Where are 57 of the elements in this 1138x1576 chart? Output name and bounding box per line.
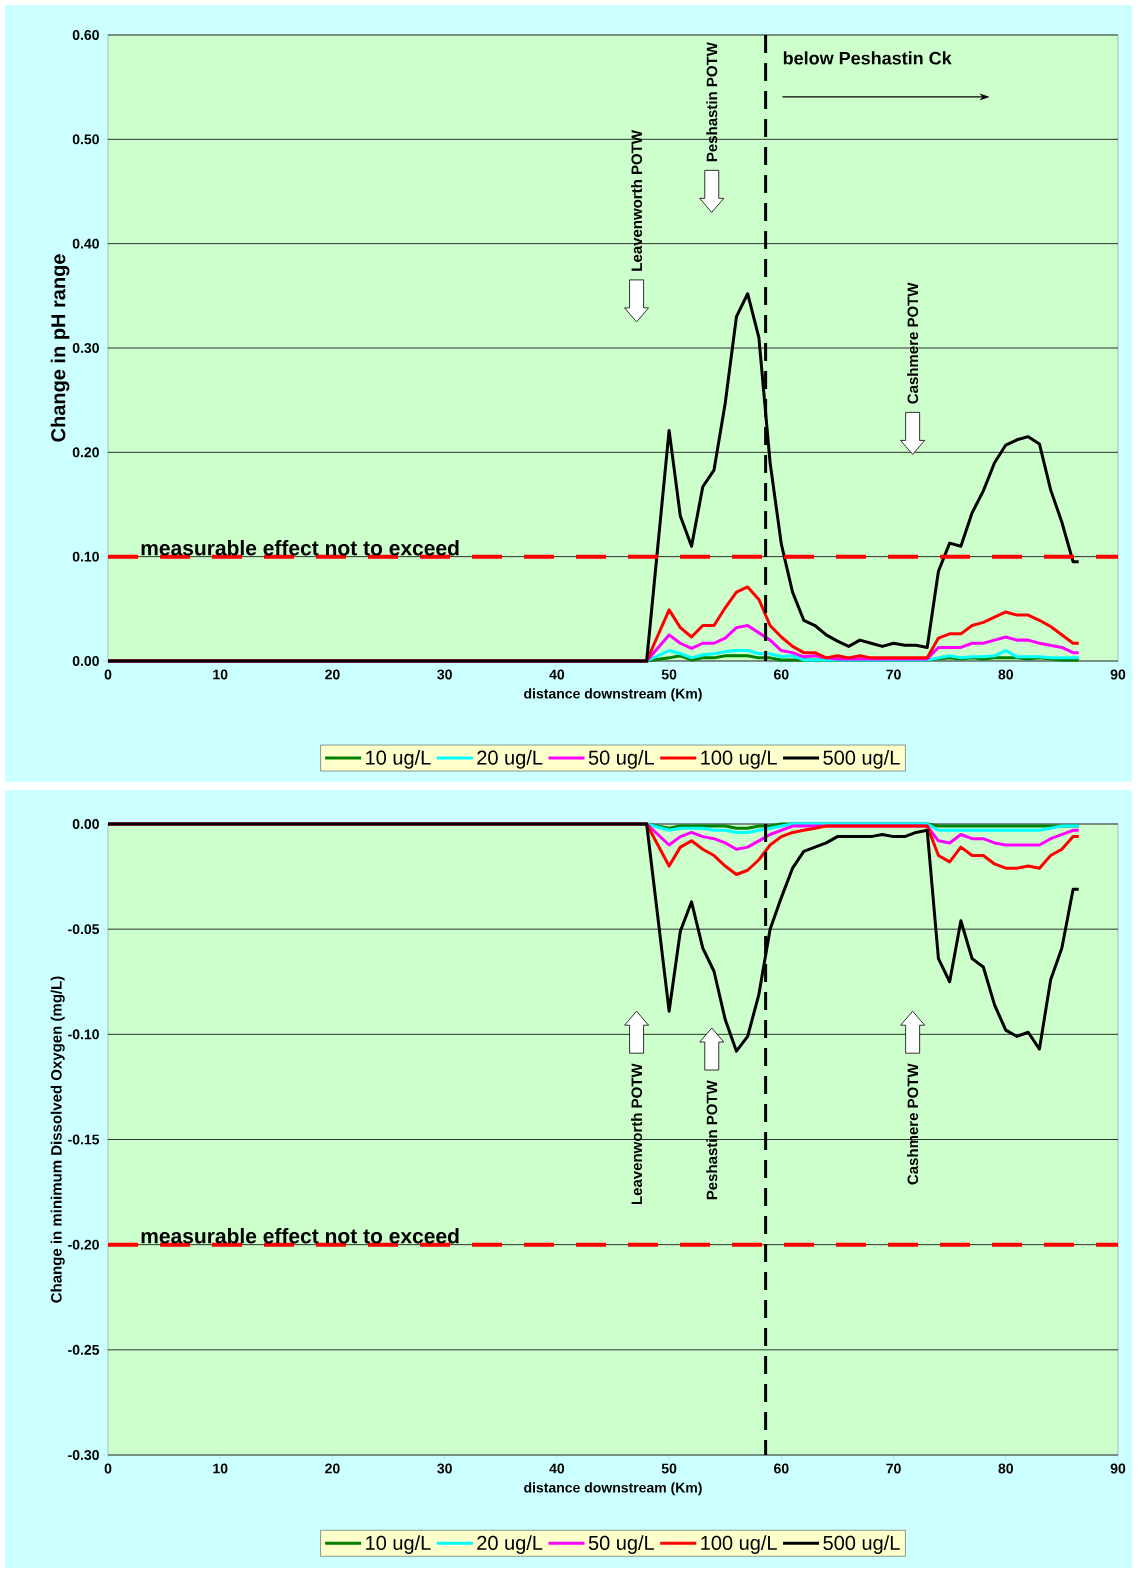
legend-label: 50 ug/L [588, 750, 655, 769]
y-tick-label: 0.60 [72, 30, 99, 40]
legend-label: 500 ug/L [823, 750, 900, 769]
y-tick-label: 0.40 [72, 238, 99, 249]
legend-label: 100 ug/L [701, 750, 777, 769]
x-tick-label: 40 [549, 669, 565, 680]
x-tick-label: 90 [1110, 669, 1126, 680]
y-tick-label: -0.25 [68, 1344, 100, 1355]
x-tick-label: 80 [998, 669, 1013, 680]
x-tick-label: 70 [886, 669, 901, 680]
x-axis-title: distance downstream (Km) [524, 1482, 702, 1496]
x-tick-label: 10 [213, 1463, 228, 1474]
y-axis-title: Change in pH range [50, 254, 70, 442]
annotation: Leavenworth POTW [631, 1063, 643, 1205]
x-axis-title: distance downstream (Km) [524, 688, 702, 702]
annotation: below Peshastin Ck [783, 51, 952, 65]
y-axis-title: Change in minimum Dissolved Oxygen (mg/L) [50, 976, 65, 1303]
x-tick-label: 30 [437, 1463, 452, 1474]
legend-label: 20 ug/L [477, 750, 543, 769]
x-tick-label: 90 [1110, 1463, 1126, 1474]
ref-line-label: measurable effect not to exceed [141, 1228, 459, 1244]
x-tick-label: 0 [104, 669, 112, 680]
y-tick-label: 0.00 [72, 819, 99, 829]
legend-label: 10 ug/L [366, 750, 431, 769]
x-tick-label: 80 [998, 1463, 1013, 1474]
legend-label: 500 ug/L [823, 1535, 900, 1554]
x-tick-label: 20 [325, 669, 340, 680]
x-tick-label: 0 [104, 1463, 112, 1474]
x-tick-label: 40 [549, 1463, 565, 1474]
x-tick-label: 20 [325, 1463, 340, 1474]
y-tick-label: 0.10 [72, 551, 99, 562]
annotation: Peshastin POTW [706, 42, 718, 162]
legend-label: 50 ug/L [588, 1535, 655, 1554]
ref-line-label: measurable effect not to exceed [141, 540, 459, 556]
annotation: Cashmere POTW [907, 1063, 919, 1185]
y-tick-label: -0.30 [68, 1450, 99, 1460]
y-tick-label: 0.00 [72, 656, 99, 666]
annotation: Leavenworth POTW [631, 130, 643, 271]
x-tick-label: 60 [774, 669, 789, 680]
legend-label: 20 ug/L [477, 1535, 543, 1554]
legend-label: 100 ug/L [701, 1535, 777, 1554]
y-tick-label: 0.50 [72, 134, 99, 145]
x-tick-label: 70 [886, 1463, 901, 1474]
y-tick-label: 0.20 [72, 447, 99, 458]
y-tick-label: -0.20 [68, 1239, 99, 1250]
x-tick-label: 50 [661, 669, 677, 680]
x-tick-label: 50 [661, 1463, 677, 1474]
annotation: Peshastin POTW [706, 1080, 718, 1200]
y-tick-label: -0.05 [68, 924, 100, 935]
y-tick-label: -0.10 [68, 1029, 99, 1040]
annotation: Cashmere POTW [907, 282, 919, 404]
y-tick-label: 0.30 [72, 343, 99, 353]
x-tick-label: 30 [437, 669, 452, 680]
x-tick-label: 60 [774, 1463, 789, 1474]
x-tick-label: 10 [213, 669, 228, 680]
legend-label: 10 ug/L [366, 1535, 431, 1554]
y-tick-label: -0.15 [68, 1134, 100, 1145]
